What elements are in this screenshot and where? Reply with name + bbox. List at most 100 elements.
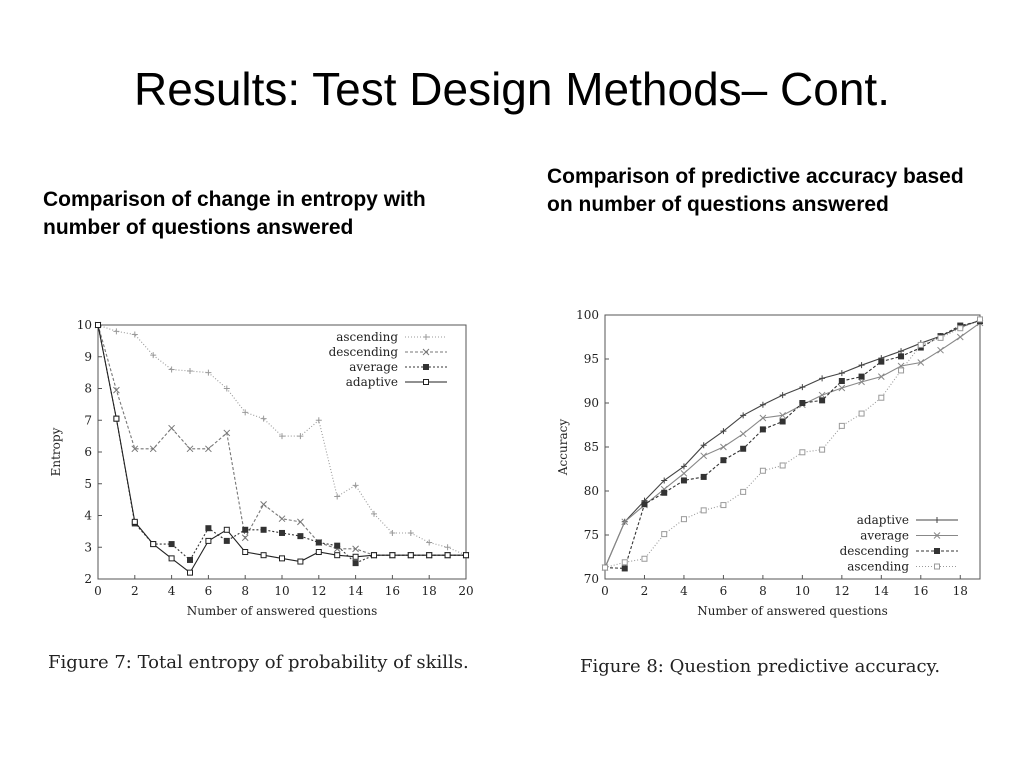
entropy-point-adaptive bbox=[168, 555, 175, 562]
accuracy-point-descending bbox=[898, 353, 905, 360]
accuracy-series-line-adaptive bbox=[604, 319, 981, 568]
accuracy-series-line-ascending bbox=[604, 318, 981, 569]
entropy-y-tick-label: 3 bbox=[84, 540, 92, 554]
entropy-point-ascending bbox=[187, 368, 193, 375]
entropy-point-adaptive bbox=[426, 552, 433, 559]
entropy-point-ascending bbox=[389, 529, 396, 536]
accuracy-point-descending bbox=[759, 426, 766, 433]
accuracy-plot-frame bbox=[604, 314, 981, 580]
entropy-legend-label-adaptive: adaptive bbox=[346, 375, 398, 389]
entropy-point-ascending bbox=[315, 417, 322, 424]
accuracy-point-ascending bbox=[602, 564, 608, 571]
accuracy-y-tick-label: 70 bbox=[584, 572, 599, 586]
accuracy-legend-marker-ascending bbox=[934, 563, 940, 570]
accuracy-point-average bbox=[779, 411, 786, 419]
left-chart-heading: Comparison of change in entropy with num… bbox=[43, 188, 426, 239]
entropy-point-descending bbox=[260, 501, 267, 508]
accuracy-x-tick-label: 2 bbox=[641, 584, 649, 598]
accuracy-point-ascending bbox=[838, 422, 845, 429]
accuracy-point-descending bbox=[779, 418, 786, 425]
entropy-point-adaptive bbox=[260, 552, 267, 559]
accuracy-point-ascending bbox=[720, 502, 727, 509]
entropy-legend-marker-ascending bbox=[423, 334, 429, 340]
entropy-point-average bbox=[205, 525, 212, 532]
accuracy-point-ascending bbox=[740, 488, 747, 495]
entropy-point-adaptive bbox=[334, 552, 341, 559]
entropy-point-descending bbox=[113, 386, 120, 394]
accuracy-point-adaptive bbox=[898, 348, 905, 355]
accuracy-point-descending bbox=[661, 489, 668, 496]
accuracy-point-adaptive bbox=[759, 401, 766, 408]
accuracy-y-tick-label: 85 bbox=[584, 440, 599, 454]
accuracy-point-adaptive bbox=[661, 477, 668, 484]
entropy-x-tick-label: 16 bbox=[385, 584, 400, 598]
accuracy-legend-marker-adaptive bbox=[934, 517, 940, 523]
entropy-y-tick-label: 10 bbox=[77, 318, 92, 332]
accuracy-legend-marker-descending bbox=[934, 548, 940, 554]
entropy-point-ascending bbox=[297, 433, 304, 440]
entropy-point-ascending bbox=[242, 409, 249, 416]
accuracy-point-ascending bbox=[819, 446, 826, 453]
entropy-x-tick-label: 0 bbox=[94, 584, 102, 598]
entropy-x-tick-label: 6 bbox=[205, 584, 213, 598]
entropy-legend-marker-average bbox=[423, 364, 429, 370]
entropy-point-ascending bbox=[168, 366, 175, 373]
entropy-y-axis-label: Entropy bbox=[49, 427, 63, 476]
entropy-point-average bbox=[279, 529, 285, 536]
accuracy-point-adaptive bbox=[779, 392, 786, 399]
accuracy-point-average bbox=[838, 384, 846, 392]
accuracy-point-ascending bbox=[898, 367, 905, 374]
entropy-point-ascending bbox=[113, 328, 120, 335]
entropy-point-ascending bbox=[260, 415, 267, 422]
entropy-point-adaptive bbox=[407, 552, 414, 559]
entropy-point-adaptive bbox=[352, 553, 359, 560]
accuracy-point-ascending bbox=[977, 316, 983, 323]
accuracy-point-descending bbox=[720, 457, 727, 464]
accuracy-point-ascending bbox=[641, 555, 648, 562]
entropy-point-adaptive bbox=[113, 415, 120, 422]
right-chart-heading: Comparison of predictive accuracy based … bbox=[547, 165, 964, 216]
entropy-point-descending bbox=[186, 445, 194, 453]
accuracy-point-average bbox=[917, 359, 925, 366]
entropy-y-tick-label: 9 bbox=[84, 350, 92, 364]
accuracy-point-average bbox=[818, 391, 826, 399]
accuracy-x-tick-label: 18 bbox=[953, 584, 968, 598]
entropy-point-adaptive bbox=[371, 552, 377, 559]
entropy-point-ascending bbox=[150, 352, 157, 359]
entropy-point-ascending bbox=[407, 529, 414, 536]
entropy-point-ascending bbox=[371, 510, 377, 517]
entropy-point-adaptive bbox=[297, 558, 304, 565]
accuracy-legend-marker-average bbox=[933, 532, 941, 539]
entropy-point-adaptive bbox=[389, 552, 396, 559]
accuracy-point-descending bbox=[700, 473, 707, 480]
accuracy-point-descending bbox=[621, 565, 628, 572]
accuracy-point-average bbox=[700, 452, 708, 460]
accuracy-point-average bbox=[858, 378, 865, 386]
figure-8-caption: Figure 8: Question predictive accuracy. bbox=[580, 656, 941, 677]
accuracy-x-tick-label: 8 bbox=[759, 584, 767, 598]
entropy-point-descending bbox=[168, 424, 175, 432]
entropy-x-tick-label: 14 bbox=[348, 584, 364, 598]
accuracy-point-adaptive bbox=[799, 384, 806, 391]
accuracy-point-average bbox=[739, 430, 747, 438]
entropy-point-adaptive bbox=[95, 322, 101, 328]
accuracy-point-ascending bbox=[779, 462, 786, 469]
entropy-point-ascending bbox=[279, 433, 285, 440]
entropy-point-average bbox=[242, 526, 249, 533]
entropy-legend-label-ascending: ascending bbox=[336, 330, 398, 344]
entropy-y-tick-label: 4 bbox=[84, 509, 92, 523]
entropy-point-adaptive bbox=[131, 518, 138, 525]
slide-title: Results: Test Design Methods– Cont. bbox=[134, 63, 890, 115]
entropy-point-average bbox=[168, 541, 175, 548]
entropy-x-tick-label: 12 bbox=[311, 584, 326, 598]
accuracy-y-tick-label: 90 bbox=[584, 396, 599, 410]
accuracy-legend-label-ascending: ascending bbox=[847, 560, 909, 574]
accuracy-legend-label-adaptive: adaptive bbox=[857, 513, 909, 527]
entropy-point-ascending bbox=[426, 539, 433, 546]
entropy-point-adaptive bbox=[223, 526, 230, 533]
accuracy-legend-label-descending: descending bbox=[840, 544, 910, 558]
entropy-x-tick-label: 18 bbox=[422, 584, 437, 598]
entropy-point-average bbox=[297, 533, 304, 540]
entropy-point-descending bbox=[352, 545, 359, 553]
accuracy-point-ascending bbox=[937, 334, 944, 341]
